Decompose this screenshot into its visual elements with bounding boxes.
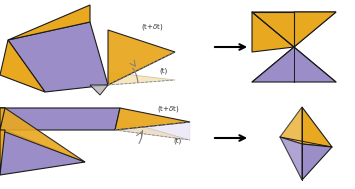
Polygon shape: [108, 30, 175, 85]
Polygon shape: [0, 130, 5, 175]
Polygon shape: [280, 137, 302, 180]
Polygon shape: [280, 107, 302, 144]
Polygon shape: [0, 108, 85, 162]
Polygon shape: [302, 107, 332, 147]
Polygon shape: [108, 72, 175, 85]
Polygon shape: [0, 40, 45, 92]
Polygon shape: [8, 5, 90, 40]
Polygon shape: [115, 108, 190, 130]
Text: (t+$\delta$t): (t+$\delta$t): [141, 22, 163, 32]
Polygon shape: [0, 108, 5, 130]
Polygon shape: [252, 12, 294, 52]
Text: (t): (t): [159, 67, 167, 74]
Text: (t+$\delta$t): (t+$\delta$t): [157, 104, 179, 114]
Polygon shape: [115, 120, 190, 140]
Polygon shape: [0, 108, 120, 130]
Polygon shape: [0, 108, 5, 130]
Polygon shape: [8, 22, 108, 92]
Text: (t): (t): [173, 138, 181, 145]
Polygon shape: [0, 130, 85, 175]
Polygon shape: [252, 12, 294, 47]
Polygon shape: [90, 85, 108, 95]
Polygon shape: [302, 144, 332, 180]
Polygon shape: [252, 47, 336, 82]
Polygon shape: [115, 122, 190, 140]
Polygon shape: [252, 12, 336, 47]
Polygon shape: [294, 12, 336, 47]
